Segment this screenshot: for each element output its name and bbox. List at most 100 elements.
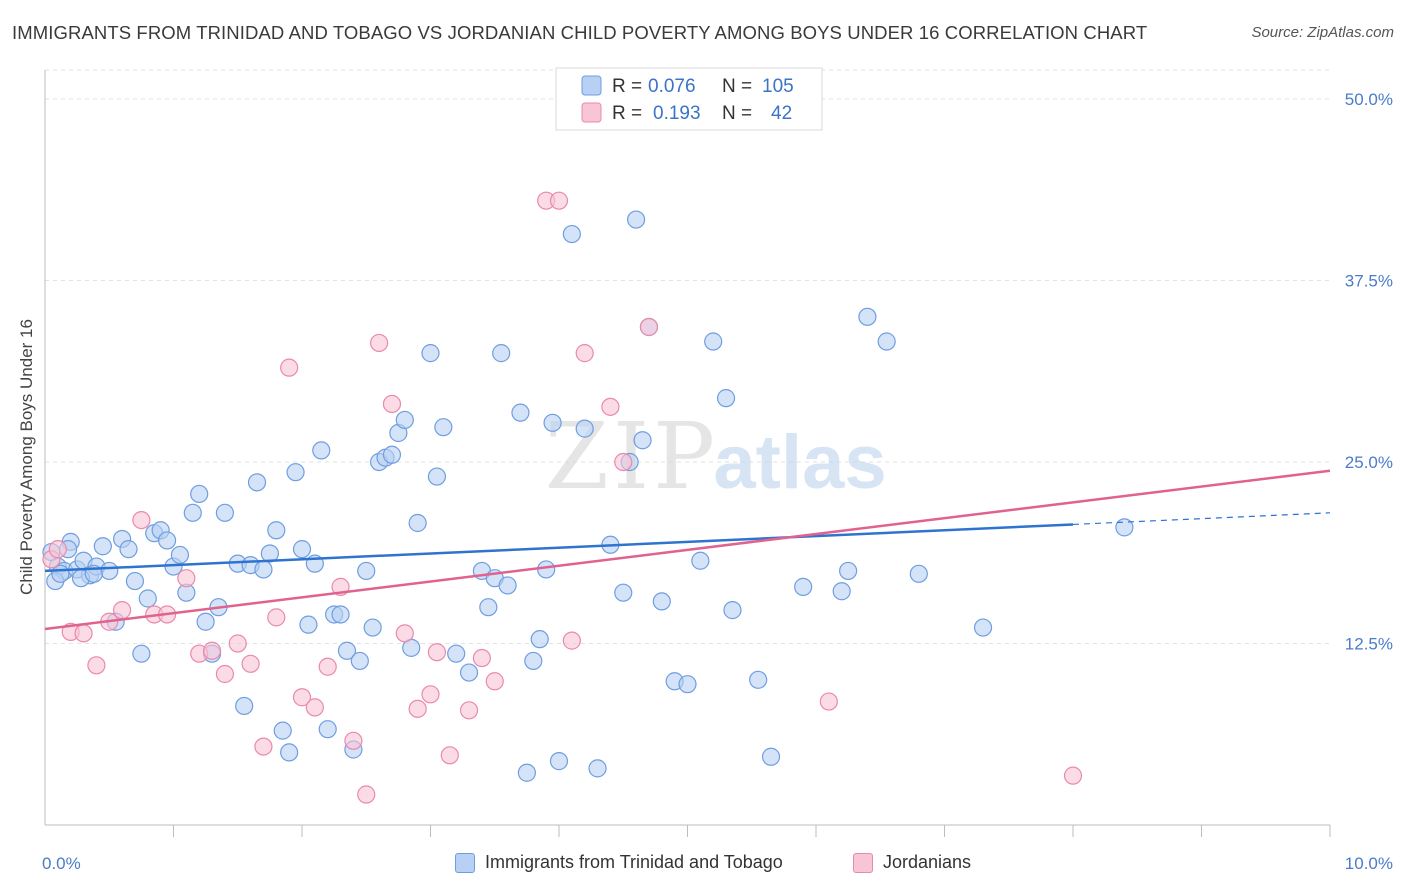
point-jordanians (228, 634, 247, 653)
point-jordanians (1063, 766, 1083, 785)
point-jordanians (549, 191, 569, 210)
point-jordanians (318, 657, 337, 676)
point-trinidad (723, 601, 742, 620)
point-trinidad (704, 332, 723, 351)
point-jordanians (459, 701, 479, 720)
point-trinidad (235, 696, 254, 716)
point-jordanians (132, 510, 151, 530)
point-jordanians (370, 333, 389, 353)
point-trinidad (273, 721, 292, 740)
axes (44, 70, 1331, 837)
y-tick-label: 25.0% (1345, 453, 1393, 472)
legend-item-trinidad[interactable]: Immigrants from Trinidad and Tobago (455, 852, 783, 873)
stats-swatch-pink (581, 102, 602, 123)
point-jordanians (267, 608, 286, 627)
point-trinidad (562, 224, 581, 244)
point-trinidad (498, 576, 517, 595)
point-jordanians (819, 692, 838, 711)
stats-r-label-blue: R = (612, 76, 642, 97)
point-trinidad (267, 521, 286, 540)
stats-legend: R = 0.076 N = 105 R = 0.193 N = 42 (555, 67, 823, 131)
point-jordanians (344, 731, 363, 750)
point-trinidad (93, 537, 112, 556)
stats-r-value-blue: 0.076 (648, 76, 696, 97)
point-trinidad (247, 473, 267, 492)
x-tick-label-min: 0.0% (42, 854, 81, 873)
point-jordanians (562, 631, 581, 650)
point-trinidad (761, 747, 781, 766)
point-trinidad (459, 663, 479, 682)
point-trinidad (350, 651, 369, 671)
point-jordanians (241, 654, 260, 673)
point-trinidad (839, 561, 858, 581)
y-tick-labels: 12.5% 25.0% 37.5% 50.0% (1345, 90, 1393, 653)
point-trinidad (280, 743, 299, 762)
point-jordanians (280, 358, 299, 377)
trend-line-trinidad-extension (1072, 512, 1331, 526)
point-jordanians (202, 641, 222, 660)
point-jordanians (395, 624, 414, 643)
stats-n-value-pink: 42 (771, 103, 792, 124)
bottom-legend: Immigrants from Trinidad and Tobago Jord… (0, 852, 1406, 878)
point-trinidad (408, 513, 427, 533)
point-jordanians (177, 569, 196, 588)
point-trinidad (614, 583, 633, 602)
point-trinidad (575, 419, 594, 438)
point-jordanians (427, 643, 447, 662)
point-jordanians (357, 785, 376, 804)
point-trinidad (421, 344, 440, 363)
point-trinidad (215, 503, 234, 522)
legend-swatch-trinidad (455, 852, 475, 873)
point-trinidad (434, 418, 453, 437)
stats-swatch-blue (581, 75, 602, 96)
point-jordanians (440, 746, 459, 765)
point-trinidad (312, 441, 331, 460)
stats-n-value-blue: 105 (762, 76, 794, 97)
point-trinidad (254, 560, 273, 579)
point-jordanians (48, 540, 67, 559)
y-axis-title: Child Poverty Among Boys Under 16 (17, 319, 36, 595)
point-jordanians (292, 688, 312, 707)
legend-label-jordanians: Jordanians (883, 852, 972, 872)
point-jordanians (614, 452, 633, 472)
point-trinidad (492, 344, 511, 363)
point-trinidad (537, 560, 556, 579)
point-jordanians (305, 698, 324, 717)
point-jordanians (408, 699, 427, 718)
point-jordanians (112, 601, 132, 620)
y-tick-label: 12.5% (1345, 635, 1393, 654)
legend-item-jordanians[interactable]: Jordanians (853, 852, 971, 873)
stats-n-label-blue: N = (722, 76, 752, 97)
point-trinidad (138, 589, 157, 608)
point-trinidad (633, 431, 652, 450)
y-tick-label: 50.0% (1345, 90, 1393, 109)
point-trinidad (190, 484, 209, 504)
watermark: ZIP atlas (545, 403, 887, 510)
point-trinidad (183, 503, 202, 522)
point-trinidad (196, 612, 215, 631)
point-trinidad (524, 651, 543, 671)
point-trinidad (877, 332, 896, 351)
stats-n-label-pink: N = (722, 103, 752, 124)
point-trinidad (1115, 518, 1134, 537)
stats-r-value-pink: 0.193 (653, 103, 701, 124)
point-trinidad (170, 545, 190, 565)
trend-line-trinidad (44, 523, 1074, 573)
point-jordanians (87, 656, 106, 675)
point-trinidad (157, 531, 177, 550)
point-trinidad (973, 618, 993, 637)
point-trinidad (427, 467, 447, 486)
point-jordanians (421, 685, 440, 704)
point-trinidad (119, 540, 138, 559)
point-trinidad (678, 675, 697, 694)
point-jordanians (575, 344, 594, 363)
trend-lines (44, 469, 1331, 631)
point-trinidad (299, 615, 318, 634)
point-trinidad (749, 670, 768, 689)
point-trinidad (832, 582, 851, 601)
legend-swatch-jordanians (853, 852, 873, 873)
point-jordanians (74, 624, 93, 643)
stats-r-label-pink: R = (612, 103, 642, 124)
point-jordanians (215, 664, 234, 684)
point-trinidad (337, 641, 357, 660)
